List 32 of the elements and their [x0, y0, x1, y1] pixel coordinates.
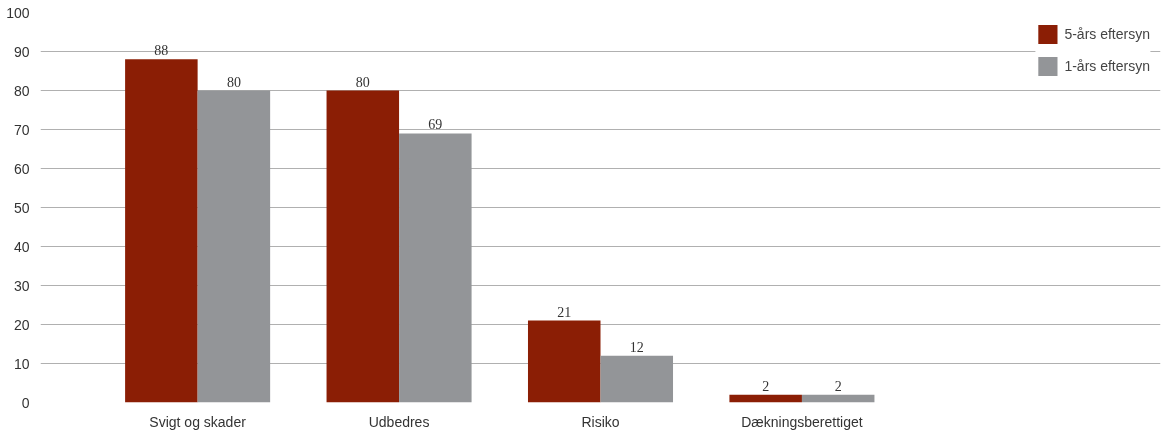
data-label: 21: [557, 304, 572, 320]
bar: [729, 394, 802, 403]
bar: [600, 355, 674, 403]
x-tick-label: Udbedres: [368, 413, 430, 430]
y-tick-label: 0: [21, 394, 30, 411]
bar: [399, 133, 472, 403]
data-label: 88: [154, 43, 169, 59]
y-tick-label: 80: [13, 82, 30, 99]
data-label: 80: [355, 74, 370, 90]
y-tick-label: 30: [13, 277, 30, 294]
x-tick-label: Svigt og skader: [149, 413, 247, 430]
bar: [125, 59, 198, 403]
y-tick-label: 60: [13, 160, 30, 177]
y-tick-label: 10: [13, 355, 30, 372]
data-label: 80: [226, 74, 241, 90]
x-tick-label: Risiko: [581, 413, 620, 430]
y-tick-label: 100: [6, 4, 30, 21]
data-label: 2: [762, 378, 770, 394]
y-tick-label: 70: [13, 121, 30, 138]
bar: [197, 90, 271, 403]
x-tick-label: Dækningsberettiget: [741, 413, 863, 430]
legend-label: 1-års eftersyn: [1064, 58, 1150, 74]
data-label: 69: [428, 117, 443, 133]
y-tick-label: 40: [13, 238, 30, 255]
y-tick-label: 50: [13, 199, 30, 216]
data-label: 2: [834, 378, 842, 394]
data-label: 12: [629, 339, 644, 355]
y-tick-label: 90: [13, 43, 30, 60]
bar: [527, 320, 601, 403]
bar: [326, 90, 400, 403]
legend-label: 5-års eftersyn: [1064, 26, 1150, 42]
y-tick-label: 20: [13, 316, 30, 333]
